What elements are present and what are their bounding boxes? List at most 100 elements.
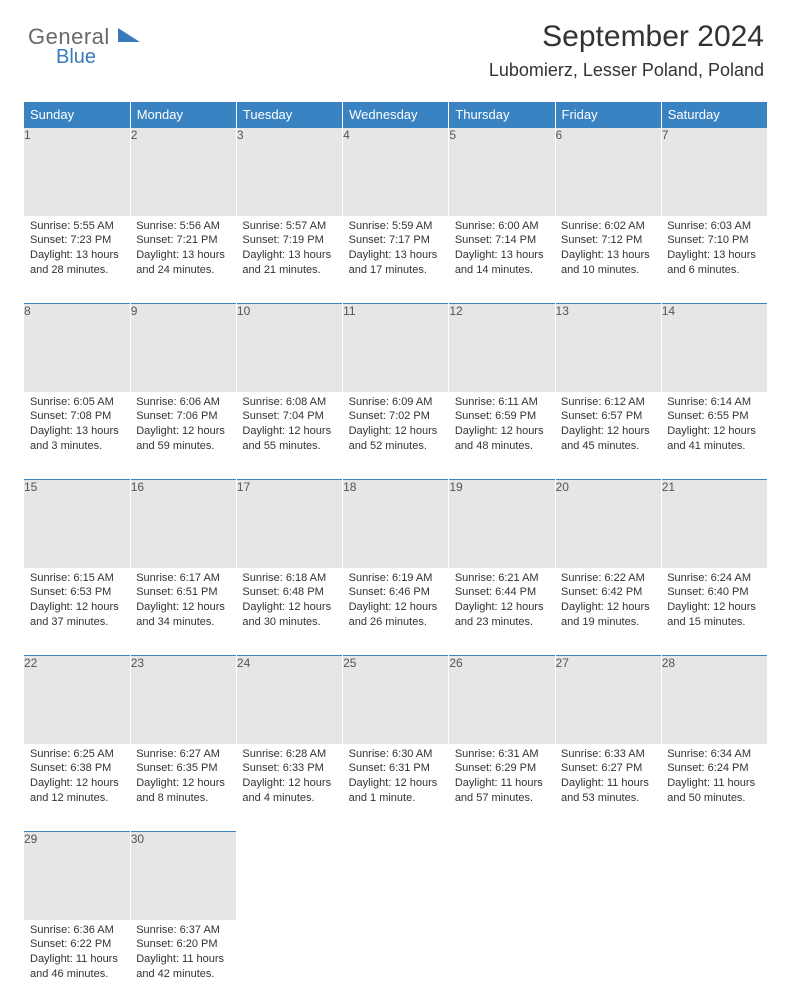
- day-line-sunset: Sunset: 7:08 PM: [30, 409, 123, 424]
- day-content-row: Sunrise: 6:25 AMSunset: 6:38 PM Daylight:…: [24, 744, 768, 832]
- day-number: 30: [130, 832, 236, 920]
- day-line-sunrise: Sunrise: 6:03 AM: [667, 219, 760, 234]
- day-number: 22: [24, 656, 130, 744]
- day-line-sunrise: Sunrise: 6:25 AM: [30, 747, 123, 762]
- day-line-sunset: Sunset: 6:31 PM: [349, 761, 442, 776]
- day-line-day1: Daylight: 13 hours: [30, 424, 123, 439]
- day-line-day2: and 50 minutes.: [667, 791, 760, 806]
- day-line-sunrise: Sunrise: 5:59 AM: [349, 219, 442, 234]
- day-line-sunrise: Sunrise: 6:12 AM: [561, 395, 654, 410]
- day-line-sunset: Sunset: 6:57 PM: [561, 409, 654, 424]
- day-line-sunset: Sunset: 7:12 PM: [561, 233, 654, 248]
- day-line-day2: and 1 minute.: [349, 791, 442, 806]
- day-number: [661, 832, 767, 920]
- day-line-day1: Daylight: 12 hours: [349, 776, 442, 791]
- day-content-row: Sunrise: 6:36 AMSunset: 6:22 PMDaylight:…: [24, 920, 768, 1008]
- day-line-sunrise: Sunrise: 6:14 AM: [667, 395, 760, 410]
- day-cell: Sunrise: 6:37 AMSunset: 6:20 PMDaylight:…: [130, 920, 236, 1008]
- day-details: Sunrise: 6:09 AMSunset: 7:02 PMDaylight:…: [343, 392, 449, 480]
- day-number: 9: [130, 304, 236, 392]
- day-line-day2: and 45 minutes.: [561, 439, 654, 454]
- day-number-row: 15161718192021: [24, 480, 768, 568]
- day-line-sunrise: Sunrise: 6:15 AM: [30, 571, 123, 586]
- day-line-sunset: Sunset: 6:48 PM: [242, 585, 335, 600]
- day-details: Sunrise: 6:19 AMSunset: 6:46 PMDaylight:…: [343, 568, 449, 656]
- day-line-day2: and 34 minutes.: [136, 615, 229, 630]
- day-line-sunrise: Sunrise: 6:17 AM: [136, 571, 229, 586]
- day-cell: Sunrise: 6:31 AMSunset: 6:29 PMDaylight:…: [449, 744, 555, 832]
- day-line-sunrise: Sunrise: 6:02 AM: [561, 219, 654, 234]
- day-line-day1: Daylight: 11 hours: [30, 952, 123, 967]
- day-details: Sunrise: 5:57 AMSunset: 7:19 PMDaylight:…: [236, 216, 342, 304]
- day-details: Sunrise: 6:18 AMSunset: 6:48 PMDaylight:…: [236, 568, 342, 656]
- day-line-day1: Daylight: 12 hours: [242, 776, 335, 791]
- day-cell: Sunrise: 6:34 AMSunset: 6:24 PMDaylight:…: [661, 744, 767, 832]
- day-line-day1: Daylight: 12 hours: [349, 424, 442, 439]
- day-number: 6: [555, 128, 661, 216]
- day-line-sunrise: Sunrise: 6:09 AM: [349, 395, 442, 410]
- day-line-sunrise: Sunrise: 6:33 AM: [561, 747, 654, 762]
- day-line-day2: and 53 minutes.: [561, 791, 654, 806]
- day-line-sunset: Sunset: 7:02 PM: [349, 409, 442, 424]
- day-line-day1: Daylight: 12 hours: [242, 424, 335, 439]
- day-line-sunset: Sunset: 6:38 PM: [30, 761, 123, 776]
- day-line-day1: Daylight: 12 hours: [136, 600, 229, 615]
- day-line-day2: and 41 minutes.: [667, 439, 760, 454]
- day-line-day2: and 59 minutes.: [136, 439, 229, 454]
- day-details: Sunrise: 6:05 AMSunset: 7:08 PMDaylight:…: [24, 392, 130, 480]
- weekday-header: Wednesday: [343, 102, 449, 128]
- day-line-sunrise: Sunrise: 6:30 AM: [349, 747, 442, 762]
- calendar-table: Sunday Monday Tuesday Wednesday Thursday…: [24, 102, 768, 1008]
- day-line-sunrise: Sunrise: 6:21 AM: [455, 571, 548, 586]
- day-line-sunrise: Sunrise: 5:56 AM: [136, 219, 229, 234]
- day-cell: Sunrise: 6:30 AMSunset: 6:31 PMDaylight:…: [343, 744, 449, 832]
- day-line-day1: Daylight: 12 hours: [455, 424, 548, 439]
- day-line-sunrise: Sunrise: 6:24 AM: [667, 571, 760, 586]
- day-details: Sunrise: 6:34 AMSunset: 6:24 PMDaylight:…: [661, 744, 767, 832]
- day-number-row: 891011121314: [24, 304, 768, 392]
- day-cell: Sunrise: 6:02 AMSunset: 7:12 PMDaylight:…: [555, 216, 661, 304]
- day-line-day2: and 57 minutes.: [455, 791, 548, 806]
- day-details: Sunrise: 6:25 AMSunset: 6:38 PMDaylight:…: [24, 744, 130, 832]
- weekday-header: Friday: [555, 102, 661, 128]
- day-number: 10: [236, 304, 342, 392]
- day-line-sunset: Sunset: 7:06 PM: [136, 409, 229, 424]
- day-details: Sunrise: 6:27 AMSunset: 6:35 PMDaylight:…: [130, 744, 236, 832]
- day-line-sunset: Sunset: 6:20 PM: [136, 937, 229, 952]
- day-line-sunrise: Sunrise: 6:28 AM: [242, 747, 335, 762]
- location-subtitle: Lubomierz, Lesser Poland, Poland: [489, 60, 764, 81]
- day-cell: Sunrise: 5:57 AMSunset: 7:19 PMDaylight:…: [236, 216, 342, 304]
- day-line-sunset: Sunset: 6:46 PM: [349, 585, 442, 600]
- day-line-day1: Daylight: 13 hours: [349, 248, 442, 263]
- day-line-day2: and 37 minutes.: [30, 615, 123, 630]
- day-number: 8: [24, 304, 130, 392]
- day-cell: Sunrise: 6:36 AMSunset: 6:22 PMDaylight:…: [24, 920, 130, 1008]
- day-details: Sunrise: 5:59 AMSunset: 7:17 PMDaylight:…: [343, 216, 449, 304]
- day-line-sunrise: Sunrise: 6:34 AM: [667, 747, 760, 762]
- day-line-day1: Daylight: 12 hours: [136, 424, 229, 439]
- day-number: 14: [661, 304, 767, 392]
- day-line-day2: and 55 minutes.: [242, 439, 335, 454]
- day-details: Sunrise: 5:55 AMSunset: 7:23 PMDaylight:…: [24, 216, 130, 304]
- day-number: 28: [661, 656, 767, 744]
- day-details: Sunrise: 6:36 AMSunset: 6:22 PMDaylight:…: [24, 920, 130, 1008]
- day-content-row: Sunrise: 6:05 AMSunset: 7:08 PMDaylight:…: [24, 392, 768, 480]
- day-line-day1: Daylight: 13 hours: [242, 248, 335, 263]
- day-number: 2: [130, 128, 236, 216]
- brand-logo: General Blue: [28, 24, 140, 69]
- day-line-sunset: Sunset: 6:51 PM: [136, 585, 229, 600]
- day-number: 23: [130, 656, 236, 744]
- day-details: Sunrise: 6:03 AMSunset: 7:10 PMDaylight:…: [661, 216, 767, 304]
- day-line-day2: and 52 minutes.: [349, 439, 442, 454]
- weekday-header-row: Sunday Monday Tuesday Wednesday Thursday…: [24, 102, 768, 128]
- day-line-day1: Daylight: 11 hours: [455, 776, 548, 791]
- day-number: 25: [343, 656, 449, 744]
- day-cell: Sunrise: 5:56 AMSunset: 7:21 PMDaylight:…: [130, 216, 236, 304]
- day-number: [343, 832, 449, 920]
- day-line-day1: Daylight: 13 hours: [455, 248, 548, 263]
- day-cell: Sunrise: 5:59 AMSunset: 7:17 PMDaylight:…: [343, 216, 449, 304]
- day-line-day2: and 4 minutes.: [242, 791, 335, 806]
- day-number-row: 22232425262728: [24, 656, 768, 744]
- day-number: 5: [449, 128, 555, 216]
- day-line-day2: and 30 minutes.: [242, 615, 335, 630]
